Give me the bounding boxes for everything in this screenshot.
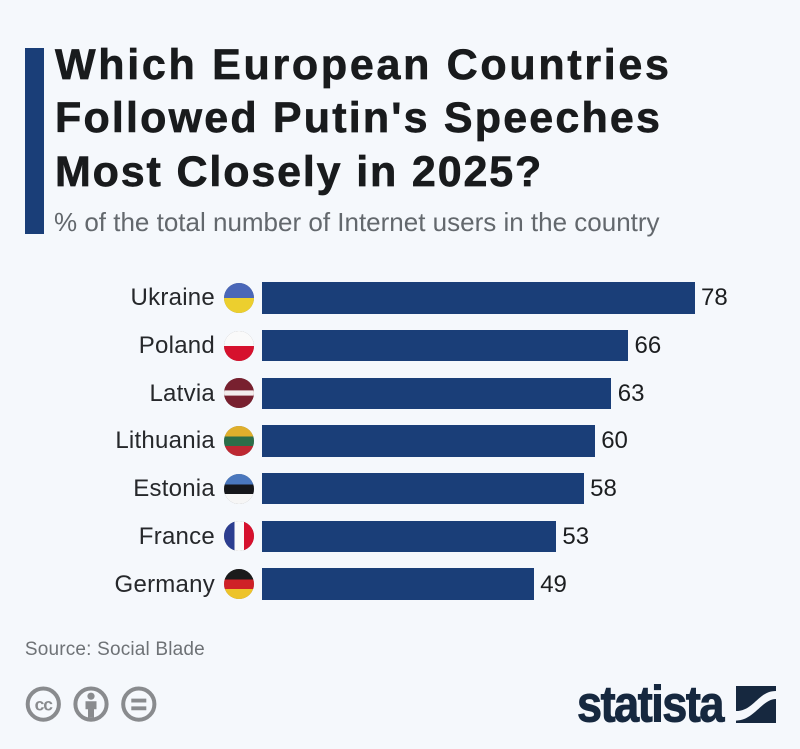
svg-text:cc: cc — [35, 694, 54, 714]
svg-text:statista: statista — [577, 680, 725, 728]
